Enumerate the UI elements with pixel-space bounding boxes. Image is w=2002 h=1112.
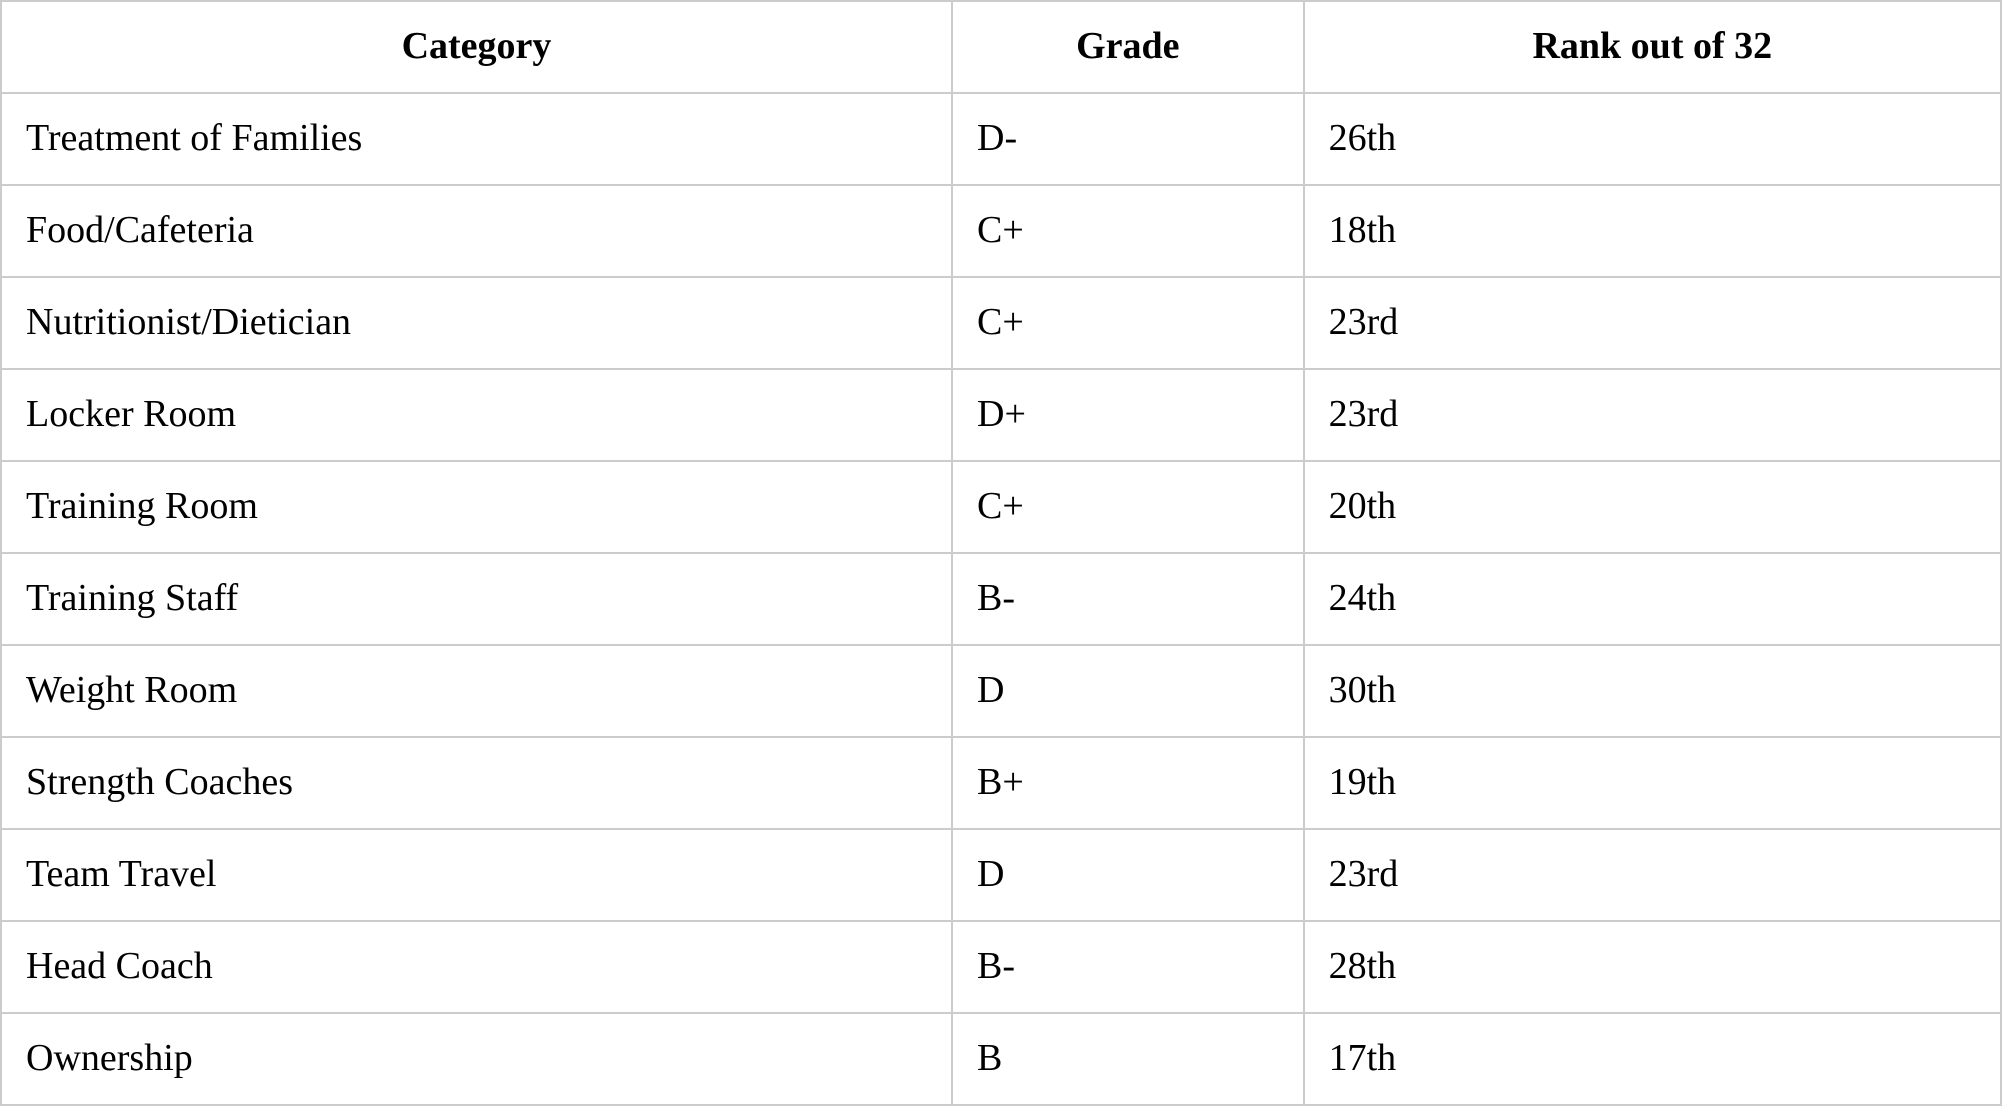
table-row: Weight Room D 30th [0,644,2002,738]
table-row: Ownership B 17th [0,1012,2002,1106]
row-grade-cell: B [951,1012,1305,1106]
table-row: Nutritionist/Dietician C+ 23rd [0,276,2002,370]
row-rank-cell: 20th [1302,460,2002,554]
row-grade-cell: B- [951,920,1305,1014]
column-header-grade: Grade [951,0,1305,94]
row-rank-cell: 30th [1302,644,2002,738]
table-row: Treatment of Families D- 26th [0,92,2002,186]
row-grade-cell: D [951,644,1305,738]
header-row: Category Grade Rank out of 32 [0,0,2002,94]
table-row: Head Coach B- 28th [0,920,2002,1014]
row-rank-cell: 23rd [1302,828,2002,922]
row-grade-cell: B+ [951,736,1305,830]
table-row: Training Staff B- 24th [0,552,2002,646]
row-category-cell: Food/Cafeteria [0,184,953,278]
table-row: Team Travel D 23rd [0,828,2002,922]
row-category-cell: Strength Coaches [0,736,953,830]
row-category-cell: Head Coach [0,920,953,1014]
table-row: Strength Coaches B+ 19th [0,736,2002,830]
row-category-cell: Team Travel [0,828,953,922]
table-row: Locker Room D+ 23rd [0,368,2002,462]
row-rank-cell: 19th [1302,736,2002,830]
table-row: Food/Cafeteria C+ 18th [0,184,2002,278]
row-rank-cell: 23rd [1302,368,2002,462]
column-header-rank: Rank out of 32 [1302,0,2002,94]
row-grade-cell: B- [951,552,1305,646]
row-rank-cell: 17th [1302,1012,2002,1106]
row-rank-cell: 18th [1302,184,2002,278]
row-grade-cell: D [951,828,1305,922]
row-category-cell: Locker Room [0,368,953,462]
table-row: Training Room C+ 20th [0,460,2002,554]
row-category-cell: Nutritionist/Dietician [0,276,953,370]
row-grade-cell: D- [951,92,1305,186]
row-rank-cell: 26th [1302,92,2002,186]
row-grade-cell: C+ [951,184,1305,278]
column-header-category: Category [0,0,953,94]
row-grade-cell: C+ [951,276,1305,370]
row-grade-cell: D+ [951,368,1305,462]
row-grade-cell: C+ [951,460,1305,554]
row-category-cell: Training Staff [0,552,953,646]
row-category-cell: Training Room [0,460,953,554]
row-category-cell: Ownership [0,1012,953,1106]
row-category-cell: Weight Room [0,644,953,738]
row-category-cell: Treatment of Families [0,92,953,186]
row-rank-cell: 24th [1302,552,2002,646]
row-rank-cell: 28th [1302,920,2002,1014]
row-rank-cell: 23rd [1302,276,2002,370]
